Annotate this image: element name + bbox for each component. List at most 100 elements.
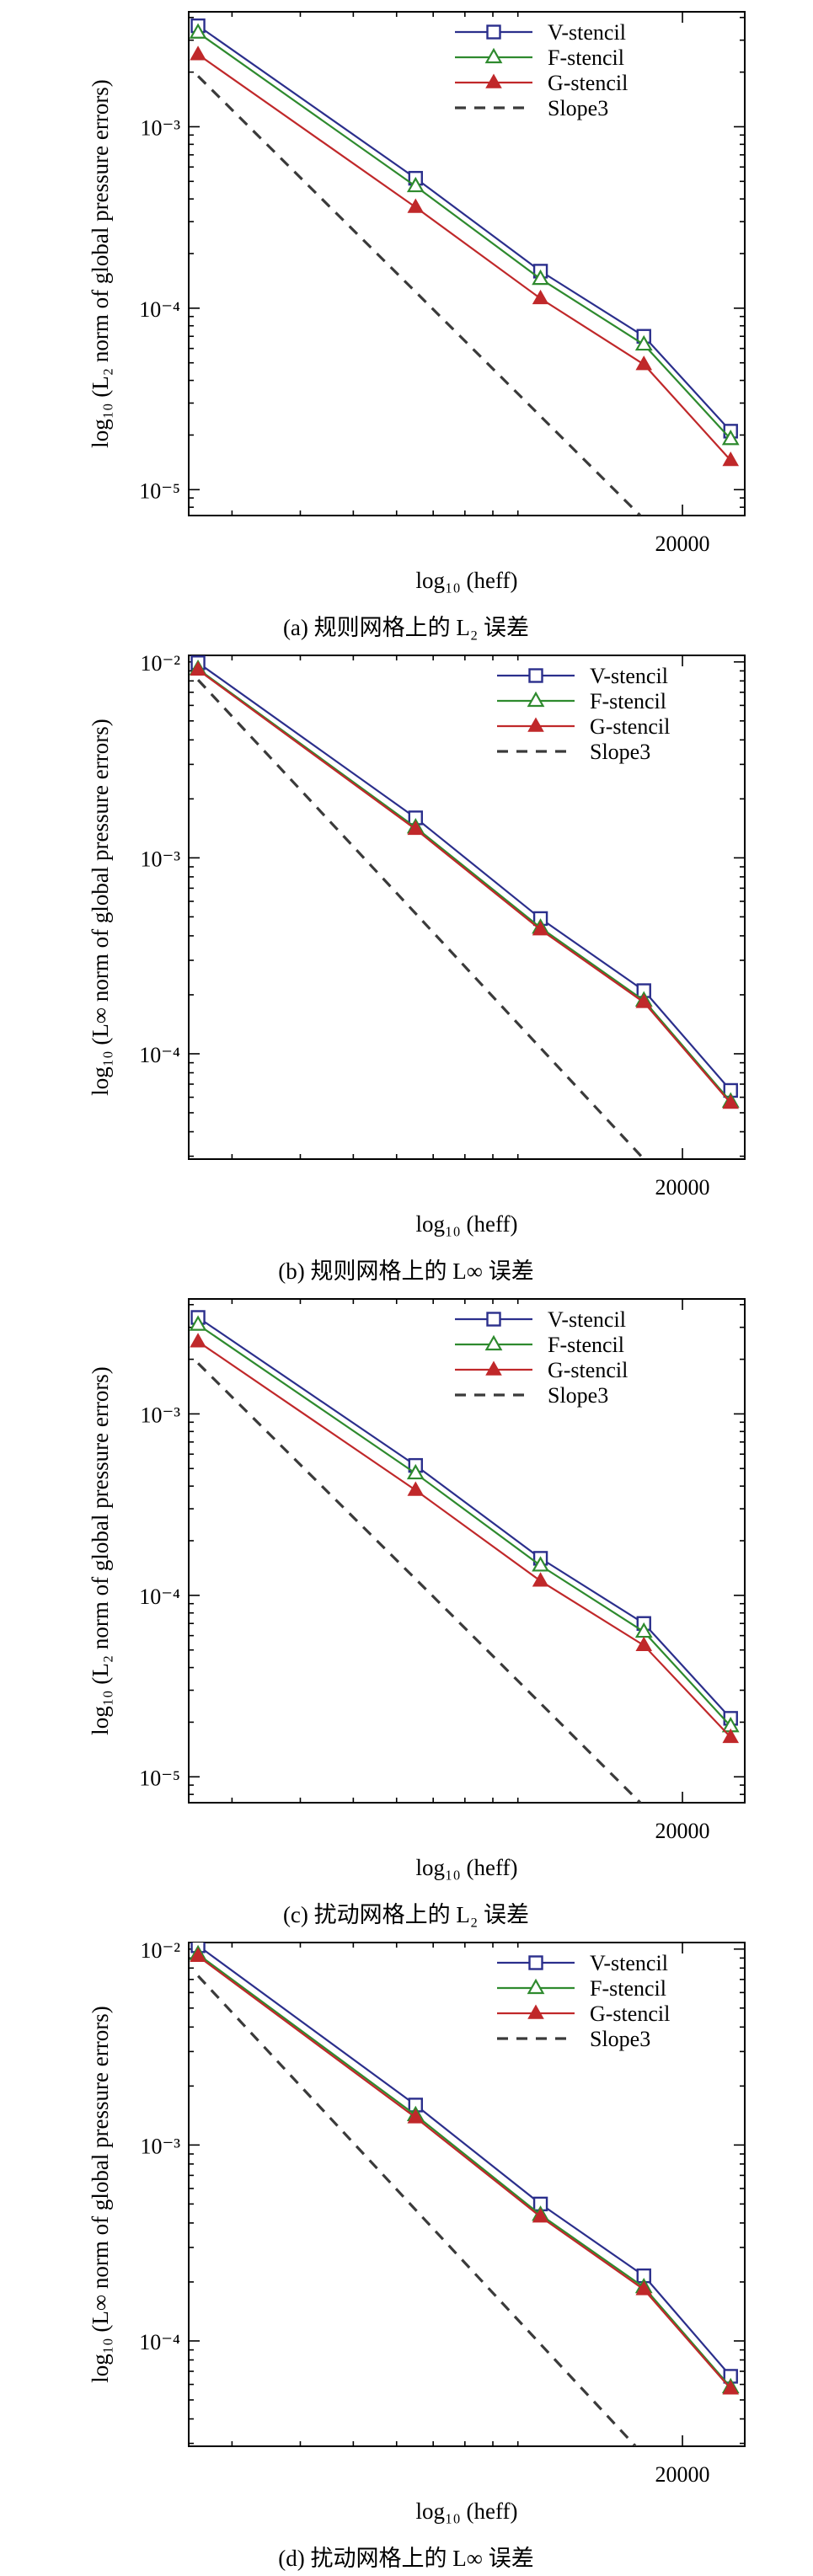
legend-label-g-stencil: G-stencil [548, 1358, 628, 1382]
x-minor-ticks [231, 1943, 683, 2446]
legend-label-slope3: Slope3 [548, 1383, 608, 1408]
plot-area [189, 18, 740, 516]
data-point-g-stencil [407, 1481, 425, 1496]
data-point-g-stencil [635, 2280, 653, 2295]
data-point-g-stencil [407, 198, 425, 213]
x-axis-label: log₁₀ (heff) [415, 2499, 517, 2524]
x-axis-label: log₁₀ (heff) [415, 568, 517, 593]
series-line-slope3 [196, 679, 646, 1159]
legend-marker-g-stencil [527, 717, 544, 732]
legend-label-slope3: Slope3 [590, 2027, 650, 2051]
legend-label-g-stencil: G-stencil [548, 71, 628, 95]
y-tick-label: 10⁻² [140, 1938, 180, 1963]
caption-c: (c) 扰动网格上的 L₂ 误差 [283, 1902, 529, 1927]
data-point-g-stencil [532, 2208, 549, 2223]
legend-label-f-stencil: F-stencil [548, 1333, 624, 1357]
legend-item-g-stencil: G-stencil [455, 71, 628, 95]
legend-marker-g-stencil [485, 1360, 502, 1376]
legend-label-v-stencil: V-stencil [548, 20, 626, 45]
chart-d-svg: 10⁻⁴ 10⁻³ 10⁻² 20000 log₁₀ (heff) log₁₀ (L∞ n… [88, 1938, 746, 2571]
legend-marker-f-stencil [527, 1978, 545, 1995]
legend-label-f-stencil: F-stencil [590, 1976, 666, 2001]
data-point-g-stencil [532, 289, 549, 305]
chart-panel-c: 10⁻⁵ 10⁻⁴ 10⁻³ 20000 log₁₀ (heff) log₁₀ (L₂ n… [0, 1287, 813, 1931]
y-tick-label: 10⁻² [140, 651, 180, 676]
y-tick-label: 10⁻³ [140, 847, 180, 871]
plot-frame [188, 11, 746, 516]
legend-item-f-stencil: F-stencil [497, 689, 666, 713]
x-minor-ticks [231, 1299, 683, 1803]
plot-frame [188, 1942, 746, 2447]
chart-b-svg: 10⁻⁴ 10⁻³ 10⁻² 20000 log₁₀ (heff) log₁₀ (L∞ n… [88, 651, 746, 1284]
legend-label-v-stencil: V-stencil [590, 664, 668, 688]
data-point-f-stencil [634, 334, 653, 351]
legend-item-v-stencil: V-stencil [497, 1951, 668, 1975]
caption-a: (a) 规则网格上的 L₂ 误差 [283, 615, 529, 640]
legend-marker-f-stencil [484, 1334, 503, 1351]
legend-marker-g-stencil [485, 73, 502, 88]
plot-frame [188, 1298, 746, 1804]
series-line-slope3 [196, 75, 643, 516]
y-axis-label: log₁₀ (L₂ norm of global pressure errors… [88, 1366, 113, 1735]
legend-label-slope3: Slope3 [548, 96, 608, 120]
legend-label-g-stencil: G-stencil [590, 714, 670, 739]
legend-item-slope3: Slope3 [497, 740, 650, 764]
data-point-g-stencil [532, 921, 549, 936]
x-axis-label: log₁₀ (heff) [415, 1211, 517, 1237]
y-minor-ticks [189, 670, 745, 1157]
plot-area [189, 1943, 740, 2446]
y-axis-label: log₁₀ (L∞ norm of global pressure errors… [88, 2006, 113, 2382]
legend-label-g-stencil: G-stencil [590, 2001, 670, 2026]
legend-item-g-stencil: G-stencil [497, 2001, 670, 2026]
data-point-f-stencil [406, 176, 425, 193]
legend-marker-v-stencil [486, 24, 501, 40]
data-point-f-stencil [532, 1556, 549, 1572]
legend-label-f-stencil: F-stencil [590, 689, 666, 713]
legend-item-f-stencil: F-stencil [455, 1333, 624, 1357]
chart-panel-d: 10⁻⁴ 10⁻³ 10⁻² 20000 log₁₀ (heff) log₁₀ (L∞ n… [0, 1931, 813, 2574]
data-point-g-stencil [635, 1636, 653, 1652]
x-axis-label: log₁₀ (heff) [415, 1855, 517, 1880]
x-minor-ticks [231, 655, 683, 1159]
legend-marker-v-stencil [528, 1955, 543, 1970]
data-point-g-stencil [407, 820, 425, 836]
caption-d: (d) 扰动网格上的 L∞ 误差 [278, 2546, 533, 2571]
data-point-g-stencil [190, 45, 206, 61]
plot-area [189, 1310, 740, 1803]
y-minor-ticks [189, 16, 745, 508]
legend-label-f-stencil: F-stencil [548, 45, 624, 70]
legend-marker-v-stencil [528, 668, 543, 683]
legend-item-slope3: Slope3 [455, 1383, 608, 1408]
legend-item-v-stencil: V-stencil [455, 1307, 626, 1332]
series-line-f-stencil [197, 31, 732, 440]
legend-item-g-stencil: G-stencil [497, 714, 670, 739]
y-axis-label: log₁₀ (L∞ norm of global pressure errors… [88, 719, 113, 1095]
y-tick-label: 10⁻⁴ [139, 1043, 180, 1067]
legend-marker-g-stencil [527, 2004, 544, 2019]
legend-label-v-stencil: V-stencil [548, 1307, 626, 1332]
legend-item-f-stencil: F-stencil [497, 1976, 666, 2001]
data-point-g-stencil [532, 1572, 549, 1587]
y-minor-ticks [189, 1303, 745, 1795]
series-line-v-stencil [197, 24, 732, 432]
x-minor-ticks [231, 12, 683, 516]
data-point-f-stencil [721, 429, 740, 446]
legend-marker-v-stencil [486, 1312, 501, 1327]
data-point-f-stencil [189, 1315, 207, 1331]
chart-panel-b: 10⁻⁴ 10⁻³ 10⁻² 20000 log₁₀ (heff) log₁₀ (L∞ n… [0, 644, 813, 1287]
data-point-g-stencil [635, 355, 653, 371]
y-tick-label: 10⁻⁵ [139, 1766, 180, 1790]
legend-item-slope3: Slope3 [455, 96, 608, 120]
data-point-f-stencil [189, 23, 207, 39]
chart-panel-a: 10⁻⁵ 10⁻⁴ 10⁻³ 20000 log₁₀ (heff) log₁₀ (L₂ n… [0, 0, 813, 644]
data-point-g-stencil [722, 1728, 740, 1744]
data-point-g-stencil [635, 993, 653, 1008]
legend-label-v-stencil: V-stencil [590, 1951, 668, 1975]
series-line-g-stencil [197, 1340, 732, 1739]
legend-item-v-stencil: V-stencil [455, 20, 626, 45]
legend-marker-f-stencil [527, 691, 545, 708]
plot-frame [188, 655, 746, 1160]
series-line-g-stencil [197, 53, 732, 462]
